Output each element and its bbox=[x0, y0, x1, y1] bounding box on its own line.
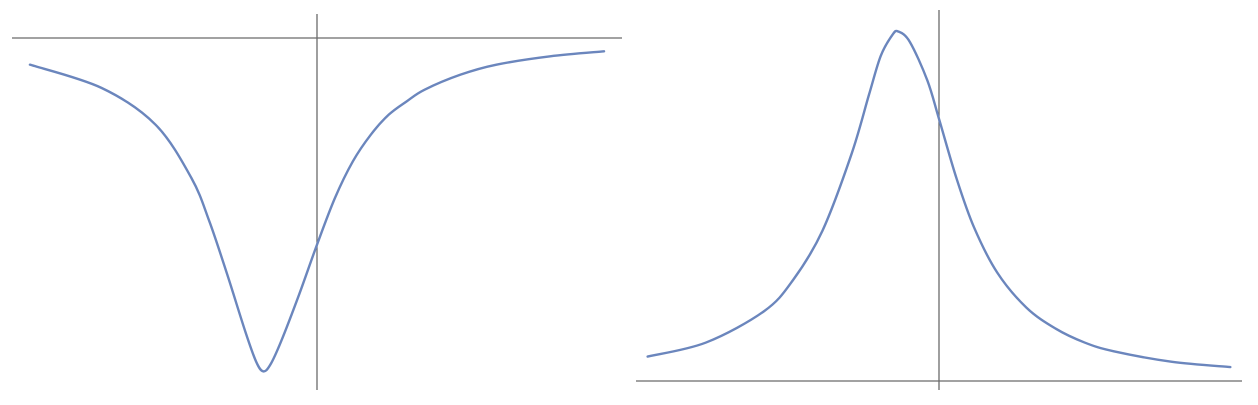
left-line-plot bbox=[12, 14, 622, 390]
right-line-plot bbox=[636, 10, 1242, 390]
series-line bbox=[28, 50, 606, 373]
series-line bbox=[646, 29, 1232, 369]
